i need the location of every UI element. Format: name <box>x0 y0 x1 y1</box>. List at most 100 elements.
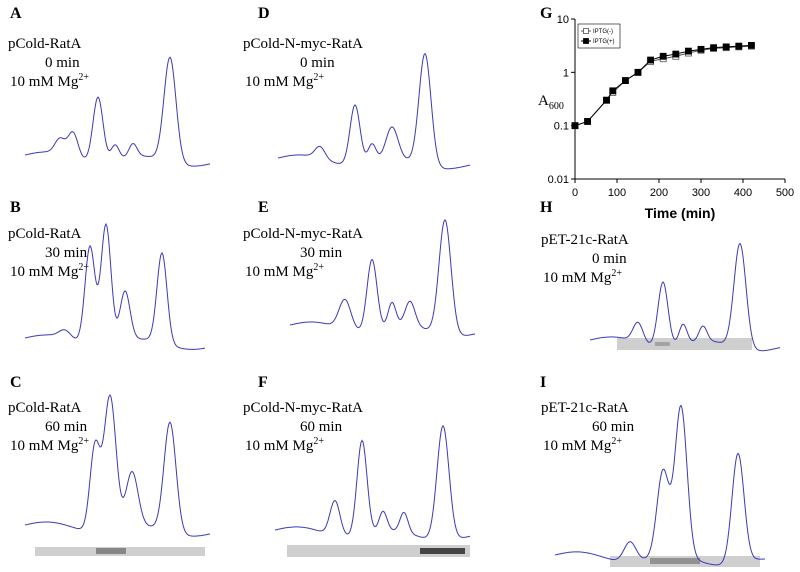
data-point <box>659 52 667 60</box>
panel-letter: G <box>540 5 553 22</box>
y-label-sub: 600 <box>549 101 564 112</box>
time-label: 30 min <box>45 245 88 261</box>
y-tick-label: 10 <box>557 14 569 26</box>
x-tick-label: 100 <box>608 187 626 199</box>
data-point <box>603 96 610 104</box>
trace <box>589 242 781 352</box>
condition-label: 10 mM Mg2+ <box>245 72 324 90</box>
x-axis-label: Time (min) <box>645 205 716 221</box>
time-label: 60 min <box>300 419 343 435</box>
trace <box>24 394 211 537</box>
y-label-main: A <box>538 93 549 109</box>
condition-text: 10 mM Mg <box>245 264 314 280</box>
data-point <box>571 122 579 130</box>
condition-label: 10 mM Mg2+ <box>10 72 89 90</box>
construct-label: pCold-RatA <box>8 36 81 52</box>
condition-label: 10 mM Mg2+ <box>245 262 324 280</box>
time-label: 0 min <box>45 55 80 71</box>
trace <box>274 424 471 538</box>
y-tick-label: 0.01 <box>548 174 569 186</box>
data-point <box>748 41 755 49</box>
data-point <box>685 47 692 55</box>
condition-label: 10 mM Mg2+ <box>10 262 89 280</box>
panel-letter: B <box>10 199 21 216</box>
construct-label: pET-21c-RatA <box>541 400 629 416</box>
band <box>420 548 465 554</box>
trace <box>554 404 765 566</box>
condition-superscript: 2+ <box>313 72 324 83</box>
data-point <box>722 43 730 51</box>
condition-text: 10 mM Mg <box>10 438 79 454</box>
panel-letter: A <box>10 5 22 22</box>
time-label: 60 min <box>45 419 88 435</box>
condition-text: 10 mM Mg <box>245 74 314 90</box>
condition-text: 10 mM Mg <box>543 270 612 286</box>
x-tick-label: 400 <box>734 187 752 199</box>
legend-marker <box>583 28 589 34</box>
condition-superscript: 2+ <box>78 72 89 83</box>
data-point <box>735 42 743 50</box>
construct-label: pCold-N-myc-RatA <box>243 36 363 52</box>
data-point <box>672 50 680 58</box>
panel-letter: D <box>258 5 270 22</box>
condition-text: 10 mM Mg <box>10 74 79 90</box>
x-tick-label: 0 <box>572 187 578 199</box>
time-label: 0 min <box>592 251 627 267</box>
condition-superscript: 2+ <box>313 262 324 273</box>
construct-label: pCold-RatA <box>8 400 81 416</box>
construct-label: pCold-N-myc-RatA <box>243 226 363 242</box>
data-point <box>584 118 591 125</box>
x-tick-label: 300 <box>692 187 710 199</box>
x-tick-label: 500 <box>776 187 794 199</box>
legend-marker <box>583 38 589 44</box>
trace <box>24 222 206 350</box>
condition-superscript: 2+ <box>78 436 89 447</box>
construct-label: pET-21c-RatA <box>541 232 629 248</box>
band <box>655 342 670 346</box>
gel <box>617 338 752 350</box>
panel-letter: F <box>258 374 268 391</box>
data-point <box>609 87 617 95</box>
gels <box>35 338 760 567</box>
y-tick-label: 0.1 <box>554 121 569 133</box>
band <box>650 558 700 564</box>
trace <box>24 56 211 167</box>
legend-box <box>577 23 621 49</box>
trace <box>289 219 476 336</box>
data-point <box>697 45 705 53</box>
panel-letter: H <box>540 199 553 216</box>
time-label: 60 min <box>592 419 635 435</box>
data-point <box>710 44 717 52</box>
data-point <box>647 56 654 64</box>
legend-label: IPTG(+) <box>593 39 615 45</box>
trace <box>277 52 471 170</box>
data-point <box>622 77 629 84</box>
x-tick-label: 200 <box>650 187 668 199</box>
condition-label: 10 mM Mg2+ <box>245 436 324 454</box>
y-tick-label: 1 <box>563 67 569 79</box>
condition-label: 10 mM Mg2+ <box>543 268 622 286</box>
condition-label: 10 mM Mg2+ <box>543 436 622 454</box>
construct-label: pCold-RatA <box>8 226 81 242</box>
condition-text: 10 mM Mg <box>543 438 612 454</box>
band <box>96 548 126 554</box>
legend-label: IPTG(-) <box>593 29 613 35</box>
time-label: 0 min <box>300 55 335 71</box>
panel-letter: I <box>540 374 546 391</box>
condition-superscript: 2+ <box>611 268 622 279</box>
condition-superscript: 2+ <box>78 262 89 273</box>
y-axis-label: A600 <box>538 93 564 112</box>
condition-superscript: 2+ <box>313 436 324 447</box>
condition-text: 10 mM Mg <box>10 264 79 280</box>
data-point <box>634 68 642 76</box>
time-label: 30 min <box>300 245 343 261</box>
